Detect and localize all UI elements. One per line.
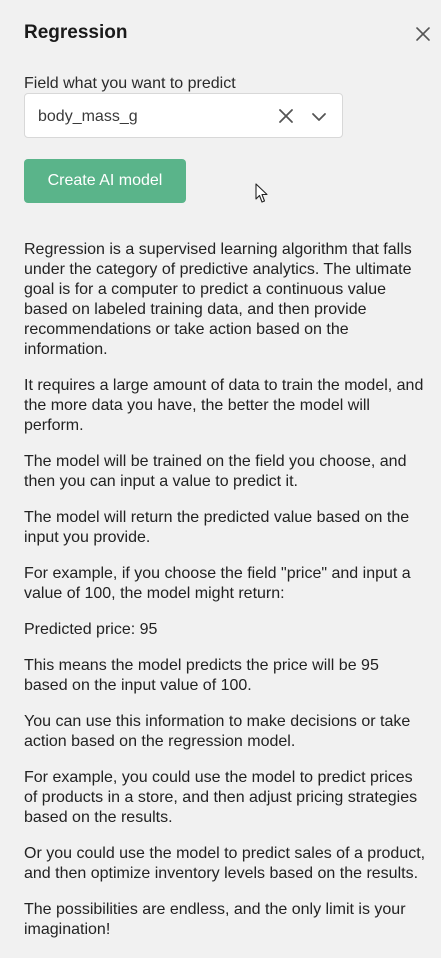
clear-icon [279,109,293,123]
description-paragraph: For example, you could use the model to … [24,769,418,826]
create-ai-model-button[interactable]: Create AI model [24,159,186,203]
panel-title: Regression [24,22,128,43]
close-button[interactable] [413,24,433,44]
description-paragraph: It requires a large amount of data to tr… [24,377,424,434]
chevron-down-icon [312,113,326,121]
selected-field-value: body_mass_g [38,108,138,125]
description-paragraph: For example, if you choose the field "pr… [24,565,411,602]
description-paragraph: The model will be trained on the field y… [24,453,407,490]
description-paragraph: Predicted price: 95 [24,621,158,638]
description-text: Regression is a supervised learning algo… [24,240,426,956]
dropdown-toggle[interactable] [311,110,327,122]
description-paragraph: The possibilities are endless, and the o… [24,901,406,938]
description-paragraph: This means the model predicts the price … [24,657,379,694]
clear-selection-button[interactable] [278,108,294,124]
description-paragraph: Regression is a supervised learning algo… [24,241,412,358]
mouse-pointer-icon [255,183,268,203]
field-label: Field what you want to predict [24,75,236,92]
predict-field-select[interactable]: body_mass_g [24,93,343,138]
description-paragraph: The model will return the predicted valu… [24,509,410,546]
description-paragraph: You can use this information to make dec… [24,713,411,750]
description-paragraph: Or you could use the model to predict sa… [24,845,426,882]
close-icon [416,27,430,41]
